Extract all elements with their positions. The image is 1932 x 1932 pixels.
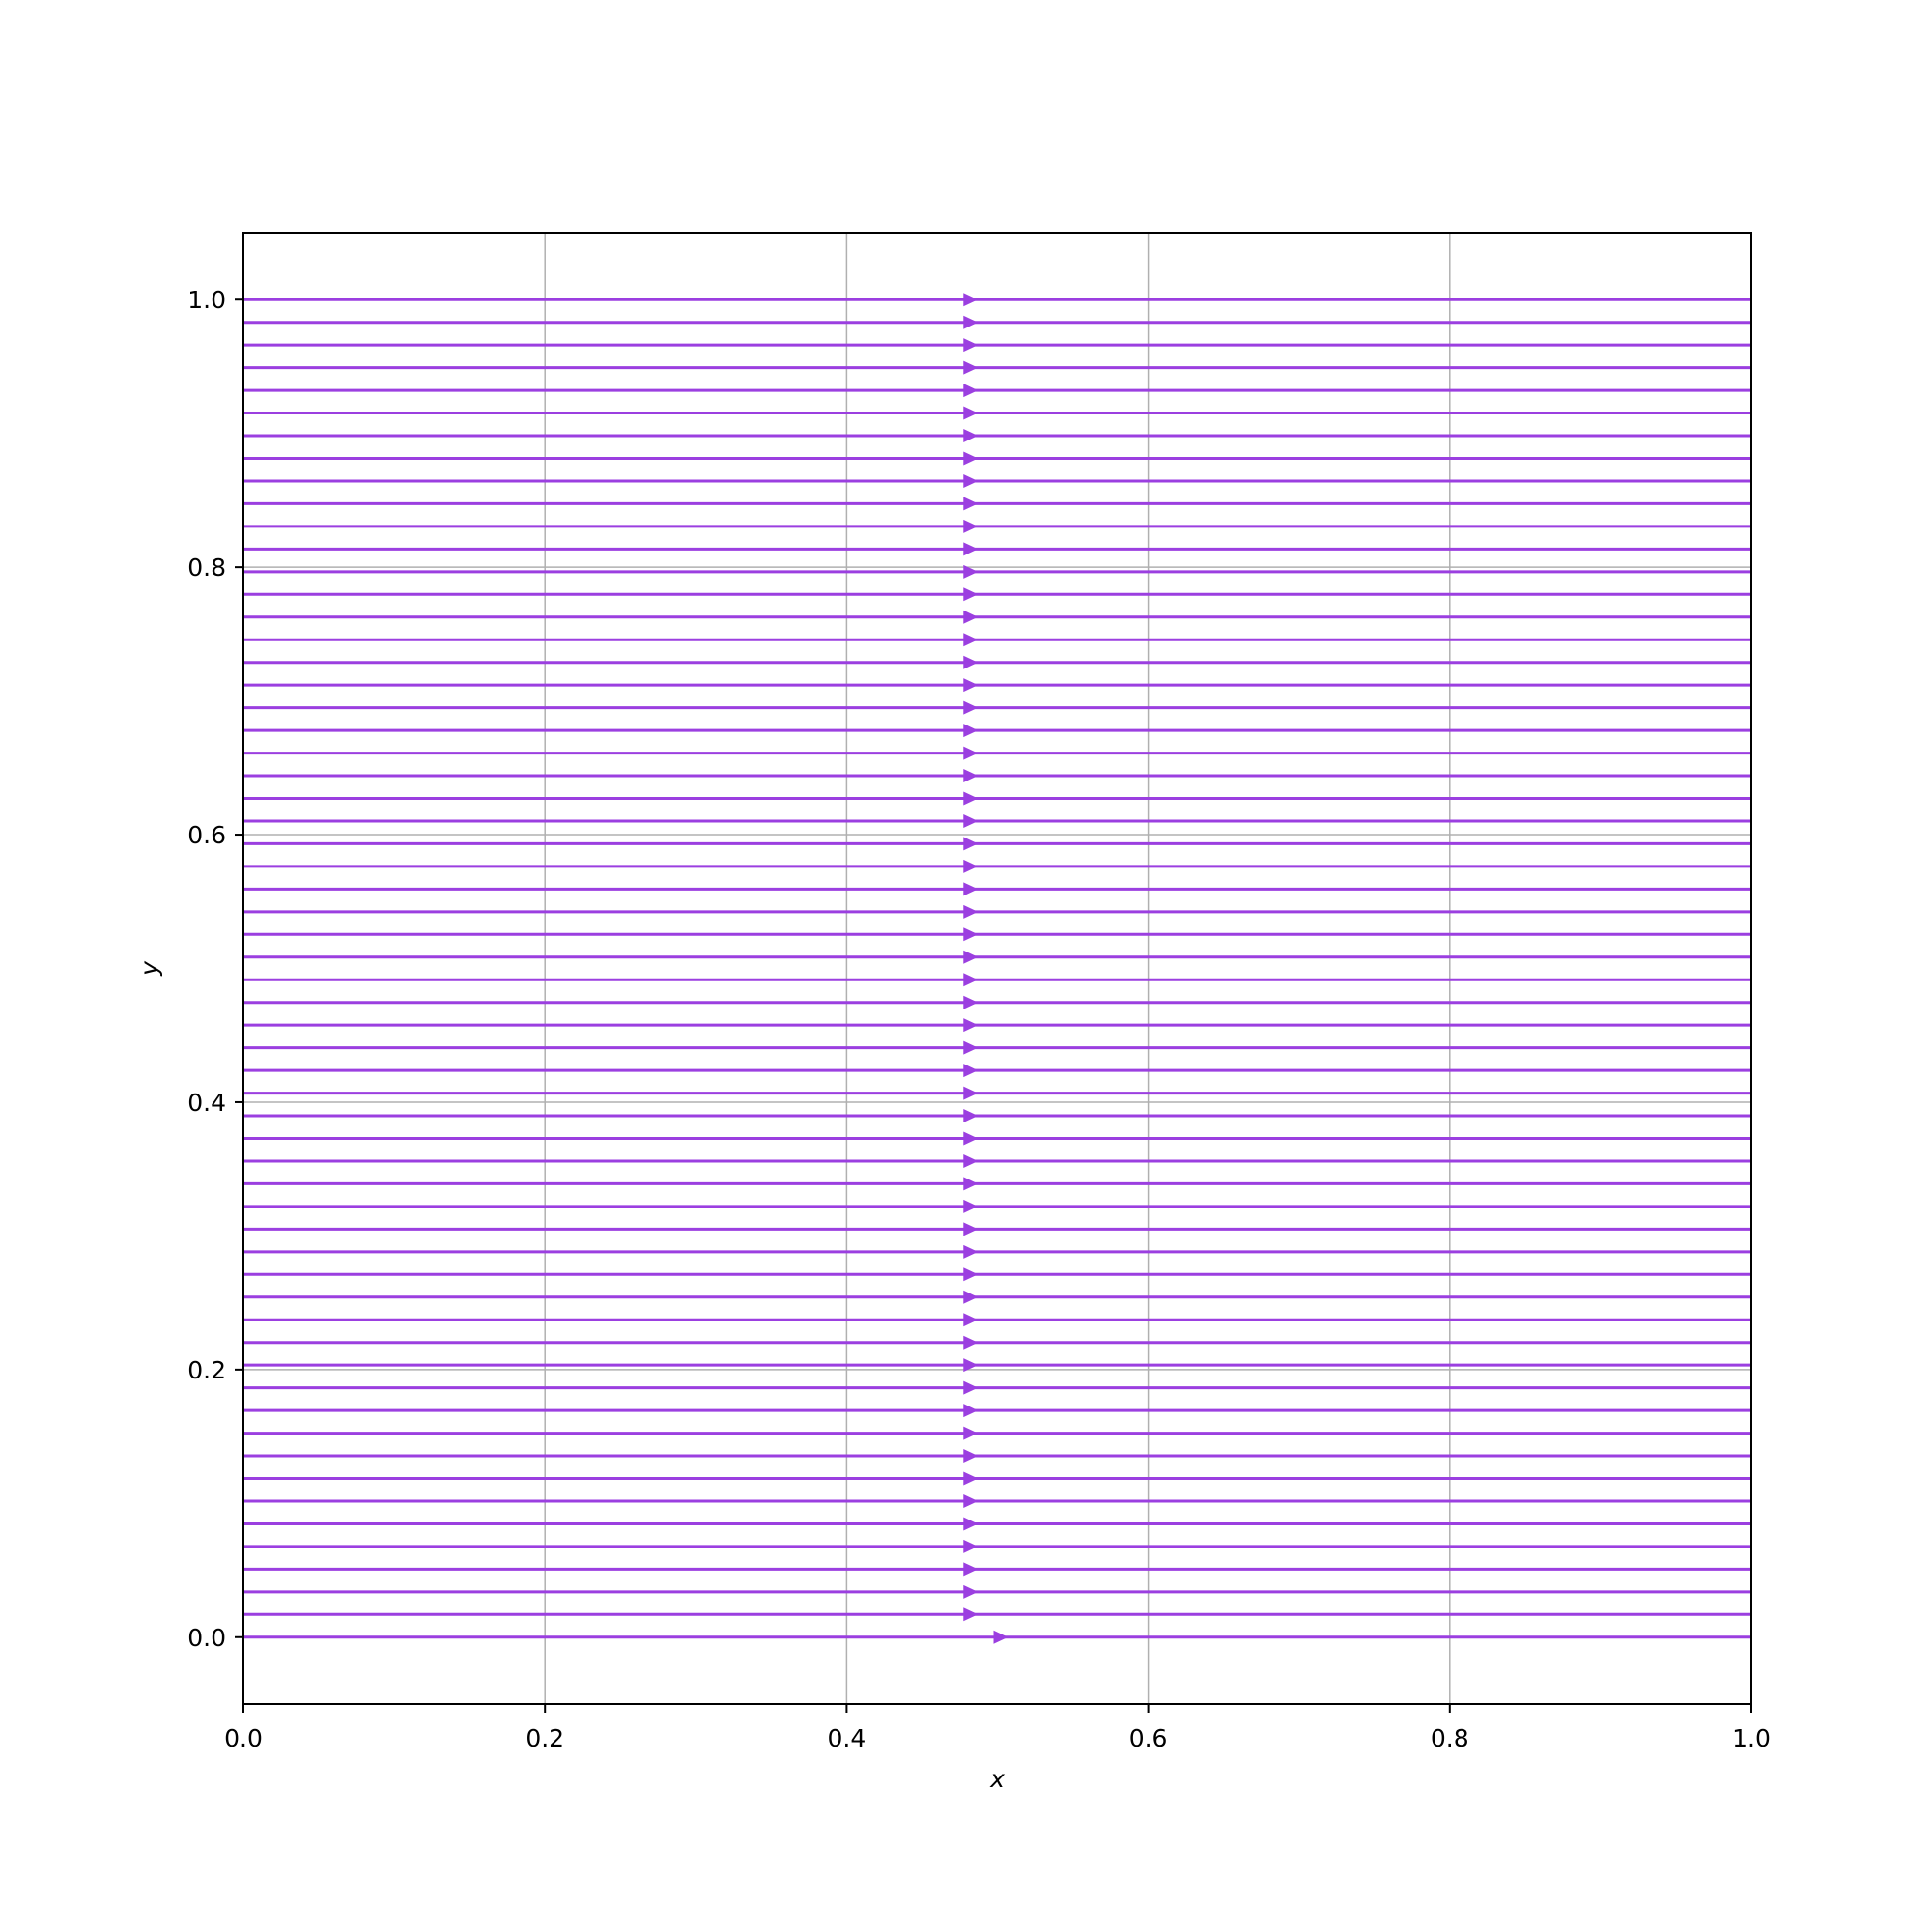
streamline-arrow — [963, 859, 979, 873]
x-tick-label: 1.0 — [1732, 1724, 1771, 1752]
streamline-arrow — [963, 384, 979, 398]
x-tick-label: 0.4 — [828, 1724, 867, 1752]
streamline-arrow — [963, 1471, 979, 1486]
streamline-arrow — [963, 837, 979, 851]
streamline-arrow — [963, 1131, 979, 1146]
streamline-arrow — [963, 1040, 979, 1055]
streamline-arrow — [963, 1064, 979, 1078]
streamline-arrow — [963, 1584, 979, 1599]
streamline-arrow — [963, 1153, 979, 1168]
y-axis-label: y — [135, 960, 163, 977]
streamline-arrow — [963, 587, 979, 602]
streamline-arrow — [963, 633, 979, 647]
streamline-arrow — [963, 1607, 979, 1622]
streamline-arrow — [963, 813, 979, 828]
streamline-arrow — [963, 338, 979, 353]
streamline-arrow — [963, 995, 979, 1009]
streamline-arrow — [963, 882, 979, 896]
y-axis-ticks: 0.0 0.2 0.4 0.6 0.8 1.0 — [187, 286, 243, 1652]
y-tick-label: 0.4 — [187, 1089, 226, 1117]
streamline-arrow — [963, 1449, 979, 1463]
streamline-arrow — [963, 1562, 979, 1577]
streamline-arrows — [963, 293, 1009, 1644]
streamline-arrow — [963, 1267, 979, 1282]
grid — [242, 233, 1752, 1704]
streamline-arrow — [963, 1199, 979, 1213]
x-axis-ticks: 0.0 0.2 0.4 0.6 0.8 1.0 — [224, 1704, 1771, 1752]
streamline-arrow — [963, 973, 979, 987]
streamline-arrow — [963, 655, 979, 669]
streamline-arrow — [963, 1177, 979, 1191]
axes-frame — [242, 232, 1752, 1705]
streamline-arrow — [963, 1335, 979, 1350]
streamline-arrow — [963, 1109, 979, 1123]
streamline-arrow — [963, 451, 979, 466]
y-tick-label: 0.0 — [187, 1624, 226, 1652]
streamline-arrow — [963, 1404, 979, 1418]
streamline-arrow — [963, 1018, 979, 1033]
streamline-arrow — [963, 791, 979, 806]
streamline-arrow — [963, 564, 979, 579]
streamline-arrow — [963, 1290, 979, 1304]
streamline-arrow — [963, 678, 979, 693]
streamline-arrow — [963, 1539, 979, 1553]
streamline-arrow — [963, 473, 979, 488]
streamlines — [243, 298, 1751, 1639]
streamline-arrow — [963, 542, 979, 556]
streamline-arrow — [963, 429, 979, 443]
x-tick-label: 0.2 — [526, 1724, 564, 1752]
y-tick-label: 0.2 — [187, 1356, 226, 1384]
x-tick-label: 0.0 — [224, 1724, 263, 1752]
streamline-arrow — [963, 1086, 979, 1100]
streamline-arrow — [963, 700, 979, 715]
x-tick-label: 0.6 — [1129, 1724, 1168, 1752]
streamline-arrow — [963, 519, 979, 533]
streamline-arrow — [963, 360, 979, 375]
y-tick-label: 0.6 — [187, 821, 226, 849]
streamline-arrow — [993, 1630, 1009, 1644]
streamline-arrow — [963, 904, 979, 919]
streamline-arrow — [963, 1380, 979, 1395]
streamline-arrow — [963, 1517, 979, 1531]
streamline-arrow — [963, 1426, 979, 1440]
streamline-arrow — [963, 1493, 979, 1508]
streamline-arrow — [963, 1222, 979, 1236]
streamline-arrow — [963, 293, 979, 307]
x-axis-label: x — [989, 1765, 1005, 1793]
streamline-arrow — [963, 497, 979, 511]
x-tick-label: 0.8 — [1431, 1724, 1469, 1752]
streamline-arrow — [963, 1313, 979, 1327]
streamline-arrow — [963, 1244, 979, 1259]
streamline-arrow — [963, 406, 979, 420]
streamline-arrow — [963, 610, 979, 624]
streamline-arrow — [963, 746, 979, 760]
y-tick-label: 0.8 — [187, 554, 226, 582]
streamline-arrow — [963, 769, 979, 783]
streamline-arrow — [963, 927, 979, 942]
streamline-arrow — [963, 1358, 979, 1373]
streamline-arrow — [963, 950, 979, 964]
streamline-arrow — [963, 724, 979, 738]
streamline-arrow — [963, 315, 979, 329]
y-tick-label: 1.0 — [187, 286, 226, 314]
